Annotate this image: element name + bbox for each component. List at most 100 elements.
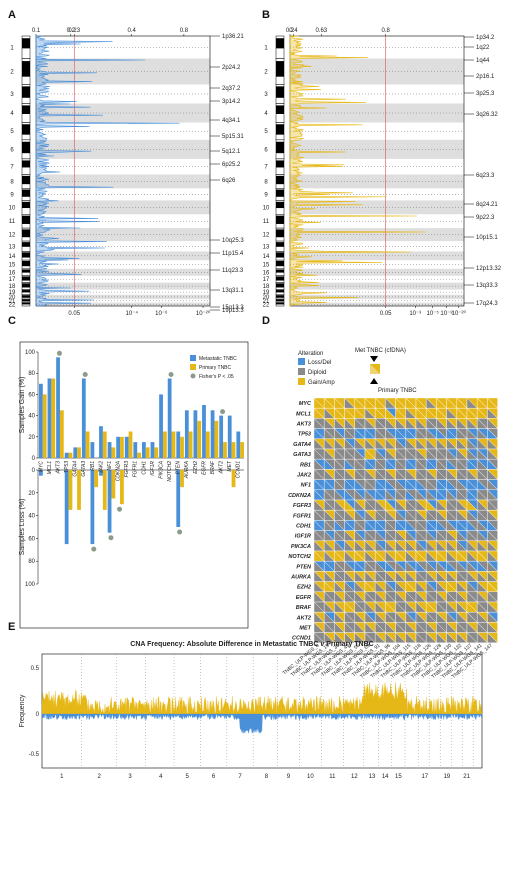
ideogram-band <box>276 290 284 293</box>
loss-ytick: 60 <box>28 536 35 542</box>
cytoband-label-1p36.21: 1p36.21 <box>222 34 244 40</box>
heatmap-gene-FGFR1: FGFR1 <box>293 513 311 519</box>
gene-label-IGF1R: IGF1R <box>150 461 156 476</box>
top-tick-label: 0.2 <box>286 28 295 34</box>
legend-label-0: Loss/Del <box>308 360 331 366</box>
chrom-label-5: 5 <box>10 129 14 135</box>
gene-label-MYC: MYC <box>38 461 44 473</box>
ideogram-band <box>22 105 30 114</box>
chrom-label-14: 14 <box>263 254 270 260</box>
legend-label-0: Metastatic TNBC <box>199 356 237 362</box>
heatmap-gene-CDKN2A: CDKN2A <box>288 493 311 499</box>
cytoband-label-3q26.32: 3q26.32 <box>476 112 498 118</box>
gain-ylabel: Samples Gain (%) <box>19 377 26 434</box>
fisher-dot-loss-RB1 <box>91 546 97 552</box>
legend-label-1: Primary TNBC <box>199 365 232 371</box>
ideogram-band <box>22 269 30 273</box>
heatmap-gene-PIK3CA: PIK3CA <box>291 544 311 550</box>
ideogram-band <box>22 302 30 305</box>
ideogram-band <box>276 252 284 258</box>
legend-prim-tri <box>370 364 380 374</box>
ideogram-band <box>276 175 284 185</box>
bar-met-gain-NOTCH2 <box>167 378 172 458</box>
cell-prim <box>324 632 335 643</box>
chrom-label-10: 10 <box>9 205 16 211</box>
chrom-label-11: 11 <box>263 219 270 225</box>
heatmap-gene-CDH1: CDH1 <box>296 524 311 530</box>
panel-B: 123456789101112131415161718192021220.20.… <box>263 28 502 317</box>
legend-swatch-1 <box>298 368 305 375</box>
ideogram-band <box>276 215 284 224</box>
gene-label-EZH2: EZH2 <box>193 461 199 474</box>
heatmap-gene-BRAF: BRAF <box>296 605 312 611</box>
heatmap-gene-GATA3: GATA3 <box>293 452 311 458</box>
ideogram-band <box>276 283 284 288</box>
bottom-tick-label: 10⁻⁵ <box>427 310 440 317</box>
gene-label-CDH1: CDH1 <box>141 461 147 475</box>
bar-met-gain-CCND1 <box>236 431 241 458</box>
bar-prim-gain-BRAF <box>214 420 219 458</box>
cytoband-label-1q44: 1q44 <box>476 58 490 64</box>
legend-label-1: Diploid <box>308 370 326 376</box>
gain-ytick: 60 <box>28 392 35 398</box>
gene-label-AKT2: AKT2 <box>219 461 225 475</box>
legend-label-2: Fisher's P < .05 <box>199 374 234 380</box>
e-ytick: 0 <box>36 712 40 718</box>
top-tick-label: 0.23 <box>68 28 80 34</box>
fisher-dot-gain-NOTCH2 <box>168 372 174 377</box>
bar-met-gain-JAK2 <box>99 426 103 458</box>
gene-label-GATA4: GATA4 <box>73 461 79 477</box>
e-ylabel: Frequency <box>19 694 26 728</box>
chrom-label-3: 3 <box>264 92 268 98</box>
bar-met-gain-MYC <box>39 383 43 458</box>
panel-label-E: E <box>8 621 15 633</box>
ideogram-band <box>276 276 284 281</box>
panel-label-D: D <box>262 315 270 327</box>
legend-swatch-0 <box>190 355 196 361</box>
e-xlabel-2: 2 <box>98 774 102 780</box>
heatmap-gene-PTEN: PTEN <box>296 564 312 570</box>
e-xlabel-11: 11 <box>329 774 336 780</box>
cytoband-label-13q31.1: 13q31.1 <box>222 288 244 294</box>
gene-label-EGFR: EGFR <box>201 461 207 475</box>
chrom-label-6: 6 <box>10 147 14 153</box>
cytoband-label-3p25.3: 3p25.3 <box>476 91 495 97</box>
chrom-label-1: 1 <box>264 45 268 51</box>
fisher-dot-loss-NF1 <box>108 535 114 541</box>
fisher-dot-loss-PTEN <box>177 529 183 535</box>
bar-met-loss-NF1 <box>107 470 112 533</box>
bar-prim-loss-MET <box>231 470 236 488</box>
cytoband-label-10p15.1: 10p15.1 <box>476 235 498 241</box>
ideogram-band <box>276 61 284 77</box>
cell-prim <box>456 632 468 643</box>
gain-ytick: 40 <box>28 414 35 420</box>
cytoband-label-6q23.3: 6q23.3 <box>476 173 495 179</box>
heatmap-gene-GATA4: GATA4 <box>293 442 311 448</box>
gene-label-TP53: TP53 <box>64 461 70 473</box>
panel-D: Alteration Loss/Del Diploid Gain/Amp Met TNB… <box>282 348 499 680</box>
ideogram-band <box>22 299 30 302</box>
heatmap-gene-TP53: TP53 <box>298 432 311 438</box>
heatmap-gene-EZH2: EZH2 <box>297 585 311 591</box>
cell-prim <box>354 632 366 643</box>
cell-prim <box>395 632 407 643</box>
gene-label-FGFR1: FGFR1 <box>133 461 139 478</box>
cell-prim <box>426 632 437 643</box>
chrom-label-22: 22 <box>9 302 16 308</box>
loss-difference-area <box>41 713 483 734</box>
chrom-label-21: 21 <box>9 299 16 305</box>
bar-prim-gain-GATA4 <box>77 447 81 458</box>
chrom-label-18: 18 <box>9 284 16 290</box>
cytoband-label-4q34.1: 4q34.1 <box>222 118 241 124</box>
cell-prim <box>344 632 356 643</box>
chrom-label-16: 16 <box>263 270 270 276</box>
panel-E: CNA Frequency: Absolute Difference in Me… <box>19 641 483 780</box>
prim-label: Primary TNBC <box>378 388 417 394</box>
bar-met-gain-CDH1 <box>142 442 146 458</box>
e-xlabel-13: 13 <box>369 774 376 780</box>
bar-met-gain-EGFR <box>202 405 206 458</box>
cytoband-label-5p15.31: 5p15.31 <box>222 134 244 140</box>
cytoband-label-13q33.3: 13q33.3 <box>476 283 498 289</box>
bottom-tick-label: 10⁻²⁰ <box>196 310 211 317</box>
